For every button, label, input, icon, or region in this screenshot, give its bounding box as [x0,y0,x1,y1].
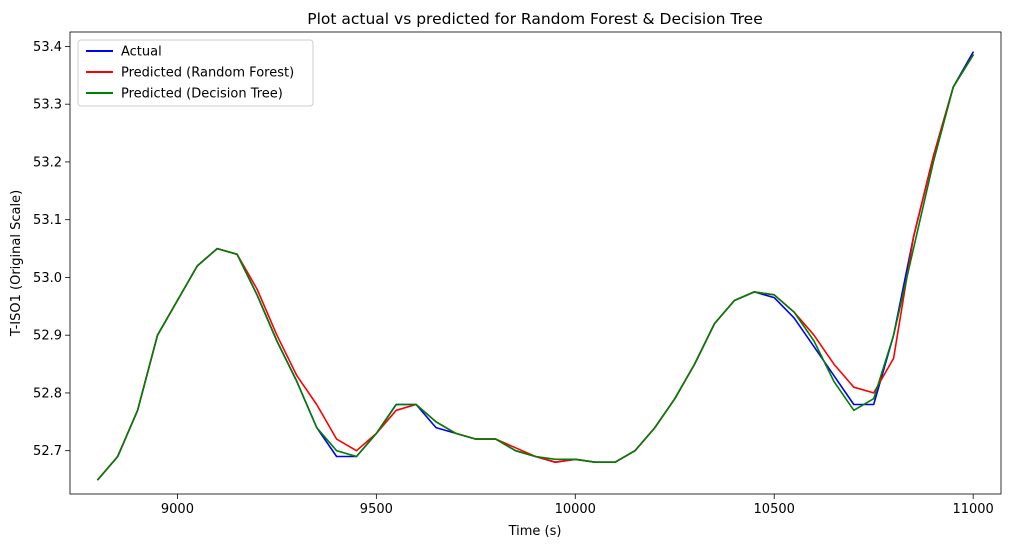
x-tick-label: 11000 [952,502,993,517]
legend: Actual Predicted (Random Forest) Predict… [77,39,314,107]
y-axis-label: T-ISO1 (Original Scale) [9,190,24,337]
series-layer [97,51,974,481]
legend-box [77,39,314,107]
x-tick-label: 9500 [360,502,393,517]
plot-area [69,31,1002,495]
decision-tree-line [97,54,974,481]
y-tick-label: 53.1 [33,213,62,228]
x-tick-label: 10000 [555,502,596,517]
y-tick-label: 53.0 [33,271,62,286]
axes-frame [69,31,1002,495]
y-tick-label: 52.8 [33,386,62,401]
x-axis-label: Time (s) [508,524,562,539]
y-tick-label: 53.3 [33,98,62,113]
x-tick-label: 9000 [161,502,194,517]
y-tick-label: 53.2 [33,155,62,170]
y-tick-label: 52.7 [33,444,62,459]
y-axis-ticks: 52.7 52.8 52.9 53.0 53.1 53.2 53.3 53.4 [33,40,70,459]
chart-title: Plot actual vs predicted for Random Fore… [307,10,762,28]
y-tick-label: 52.9 [33,329,62,344]
y-tick-label: 53.4 [33,40,62,55]
legend-label-actual: Actual [121,45,162,60]
x-axis-ticks: 9000 9500 10000 10500 11000 [161,494,994,517]
legend-label-decision-tree: Predicted (Decision Tree) [121,87,283,102]
x-tick-label: 10500 [754,502,795,517]
legend-label-random-forest: Predicted (Random Forest) [121,66,294,81]
